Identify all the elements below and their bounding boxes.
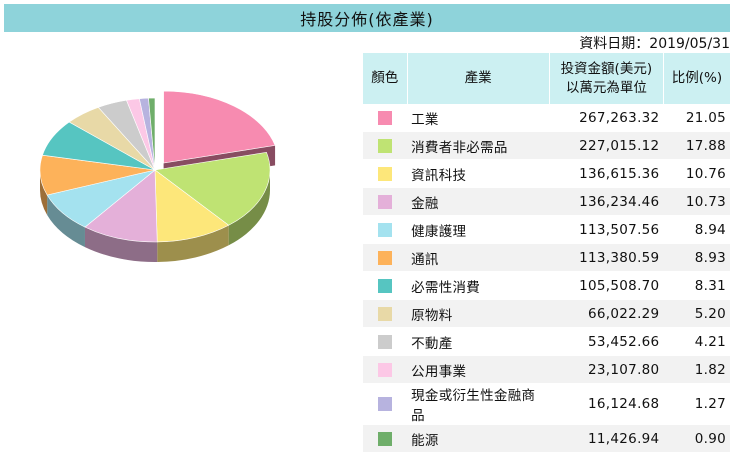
holdings-table: 顏色 產業 投資金額(美元) 以萬元為單位 比例(%) 工業 267,263.3… xyxy=(363,53,730,453)
industry-name: 能源 xyxy=(407,424,550,453)
data-date: 資料日期：2019/05/31 xyxy=(579,36,730,52)
legend-swatch xyxy=(378,222,393,237)
industry-name: 金融 xyxy=(407,187,550,216)
legend-swatch xyxy=(378,166,393,181)
header-color: 顏色 xyxy=(363,53,408,104)
table-row: 通訊 113,380.59 8.93 xyxy=(363,243,730,272)
industry-name: 原物料 xyxy=(407,299,550,328)
pct-value: 1.82 xyxy=(663,355,730,384)
pct-value: 1.27 xyxy=(663,383,730,425)
amount-value: 136,615.36 xyxy=(549,159,664,188)
table-row: 公用事業 23,107.80 1.82 xyxy=(363,355,730,384)
pct-value: 10.73 xyxy=(663,187,730,216)
slice-side-1 xyxy=(228,170,270,246)
industry-name: 必需性消費 xyxy=(407,271,550,300)
table-row: 消費者非必需品 227,015.12 17.88 xyxy=(363,131,730,160)
table-row: 原物料 66,022.29 5.20 xyxy=(363,299,730,328)
amount-value: 11,426.94 xyxy=(549,424,664,453)
amount-value: 16,124.68 xyxy=(549,383,664,425)
industry-name: 不動產 xyxy=(407,327,550,356)
table-row: 不動產 53,452.66 4.21 xyxy=(363,327,730,356)
legend-swatch xyxy=(378,431,393,446)
amount-value: 105,508.70 xyxy=(549,271,664,300)
pct-value: 21.05 xyxy=(663,104,730,132)
amount-value: 23,107.80 xyxy=(549,355,664,384)
industry-name: 消費者非必需品 xyxy=(407,131,550,160)
amount-value: 113,507.56 xyxy=(549,215,664,244)
industry-name: 現金或衍生性金融商品 xyxy=(407,383,550,425)
pct-value: 17.88 xyxy=(663,131,730,160)
table-row: 現金或衍生性金融商品 16,124.68 1.27 xyxy=(363,383,730,425)
pct-value: 10.76 xyxy=(663,159,730,188)
table-row: 必需性消費 105,508.70 8.31 xyxy=(363,271,730,300)
amount-value: 53,452.66 xyxy=(549,327,664,356)
amount-value: 66,022.29 xyxy=(549,299,664,328)
pct-value: 4.21 xyxy=(663,327,730,356)
amount-value: 113,380.59 xyxy=(549,243,664,272)
pie-slice-3 xyxy=(84,169,158,243)
pct-value: 8.94 xyxy=(663,215,730,244)
amount-value: 267,263.32 xyxy=(549,104,664,132)
legend-swatch xyxy=(378,250,393,265)
amount-value: 136,234.46 xyxy=(549,187,664,216)
header-amount-line1: 投資金額(美元) xyxy=(560,60,653,77)
pie-slice-2 xyxy=(154,169,230,243)
slice-side-3 xyxy=(84,227,158,262)
legend-swatch xyxy=(378,278,393,293)
header-industry: 產業 xyxy=(407,53,550,104)
slice-side-5 xyxy=(40,170,48,215)
legend-swatch xyxy=(378,138,393,153)
pie-slice-0 xyxy=(163,90,276,164)
legend-swatch xyxy=(378,362,393,377)
header-pct: 比例(%) xyxy=(663,53,730,104)
table-row: 資訊科技 136,615.36 10.76 xyxy=(363,159,730,188)
industry-name: 公用事業 xyxy=(407,355,550,384)
industry-name: 健康護理 xyxy=(407,215,550,244)
pie-slice-1 xyxy=(154,151,271,226)
table-row: 能源 11,426.94 0.90 xyxy=(363,424,730,453)
table-row: 金融 136,234.46 10.73 xyxy=(363,187,730,216)
pct-value: 0.90 xyxy=(663,424,730,453)
pct-value: 5.20 xyxy=(663,299,730,328)
amount-value: 227,015.12 xyxy=(549,131,664,160)
header-amount-line2: 以萬元為單位 xyxy=(565,79,647,96)
chart-title: 持股分佈(依產業) xyxy=(300,10,434,29)
table-header-row: 顏色 產業 投資金額(美元) 以萬元為單位 比例(%) xyxy=(363,53,730,104)
industry-name: 工業 xyxy=(407,104,550,132)
pie-slice-11 xyxy=(148,97,156,171)
industry-name: 資訊科技 xyxy=(407,159,550,188)
legend-swatch xyxy=(378,334,393,349)
pie-chart xyxy=(20,70,300,290)
legend-swatch xyxy=(378,306,393,321)
slice-side-4 xyxy=(47,194,85,248)
chart-title-bar: 持股分佈(依產業) xyxy=(4,4,730,32)
table-row: 健康護理 113,507.56 8.94 xyxy=(363,215,730,244)
legend-swatch xyxy=(378,110,393,125)
header-amount: 投資金額(美元) 以萬元為單位 xyxy=(549,53,664,104)
legend-swatch xyxy=(378,194,393,209)
industry-name: 通訊 xyxy=(407,243,550,272)
slice-side-2 xyxy=(157,225,229,262)
table-row: 工業 267,263.32 21.05 xyxy=(363,104,730,132)
legend-swatch xyxy=(378,397,393,411)
pie-chart-svg xyxy=(39,90,276,262)
pct-value: 8.93 xyxy=(663,243,730,272)
pct-value: 8.31 xyxy=(663,271,730,300)
